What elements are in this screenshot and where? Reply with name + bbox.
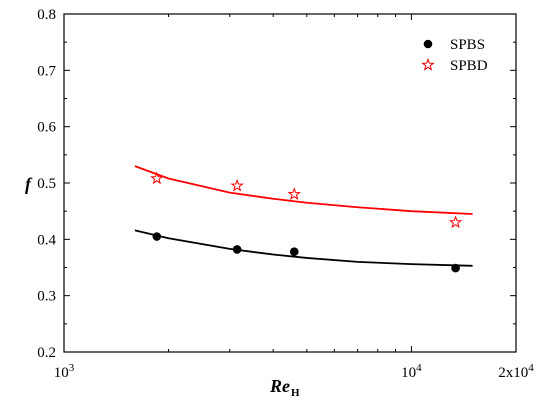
legend: SPBS SPBD	[421, 37, 488, 74]
data-point-spbs	[451, 263, 460, 273]
legend-label-spbs: SPBS	[450, 37, 485, 53]
x-axis-title: Re	[269, 376, 290, 396]
data-point-spbd	[448, 215, 463, 229]
y-tick-label: 0.5	[37, 176, 56, 192]
x-tick-label: 103	[54, 362, 75, 381]
data-point-spbs	[289, 247, 299, 257]
x-tick-label: 104	[401, 362, 422, 381]
data-point-spbs	[232, 245, 242, 254]
data-points	[150, 171, 463, 273]
fit-curve-spbs	[134, 229, 473, 267]
plot-frame	[63, 13, 517, 353]
fit-curves	[134, 165, 473, 267]
axis-ticks: 0.2 0.3 0.4 0.5 0.6 0.7 0.8 103 104 2x104	[37, 7, 534, 381]
x-tick-label: 2x104	[498, 362, 534, 381]
x-axis-title-subscript: H	[291, 387, 300, 399]
y-tick-label: 0.4	[37, 232, 56, 248]
y-axis-title: f	[25, 174, 33, 194]
legend-marker-spbd	[421, 57, 435, 71]
legend-marker-spbs	[423, 39, 433, 49]
y-tick-label: 0.3	[37, 289, 56, 305]
y-tick-label: 0.2	[37, 345, 56, 361]
data-point-spbd	[287, 187, 301, 200]
data-point-spbd	[150, 171, 164, 185]
y-tick-label: 0.8	[37, 7, 56, 23]
legend-label-spbd: SPBD	[450, 58, 488, 74]
y-tick-label: 0.7	[37, 63, 56, 79]
fit-curve-spbd	[134, 165, 473, 215]
data-point-spbs	[152, 232, 162, 241]
data-point-spbd	[230, 178, 244, 192]
y-tick-label: 0.6	[37, 120, 56, 136]
